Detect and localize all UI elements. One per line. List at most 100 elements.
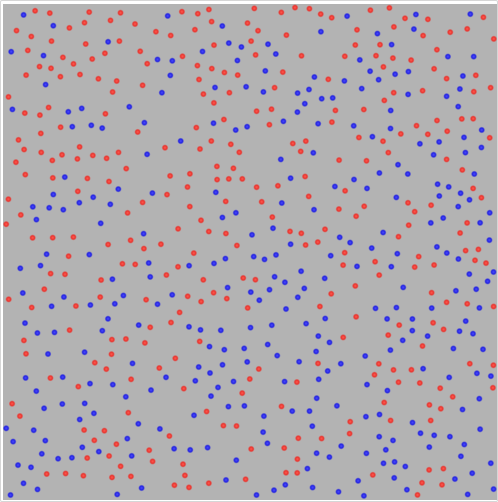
blue-particle (22, 374, 29, 382)
red-particle (21, 109, 29, 117)
blue-particle (40, 52, 47, 59)
red-particle (324, 75, 332, 83)
blue-particle (272, 50, 280, 58)
blue-particle (76, 416, 84, 423)
red-particle (108, 474, 116, 481)
red-particle (341, 52, 349, 60)
blue-particle (321, 274, 329, 282)
red-particle (49, 234, 57, 242)
blue-particle (366, 67, 374, 75)
blue-particle (427, 219, 435, 227)
blue-particle (90, 409, 98, 417)
blue-particle (9, 106, 16, 113)
blue-particle (219, 361, 226, 369)
red-particle (351, 41, 359, 49)
blue-particle (336, 233, 344, 241)
red-particle (297, 229, 305, 237)
red-particle (122, 165, 130, 173)
blue-particle (64, 108, 72, 116)
blue-particle (368, 244, 376, 252)
red-particle (419, 87, 426, 95)
blue-particle (374, 30, 381, 37)
red-particle (225, 175, 233, 183)
blue-particle (487, 372, 495, 380)
red-particle (171, 481, 178, 489)
red-particle (80, 426, 88, 434)
blue-particle (473, 369, 481, 377)
blue-particle (146, 273, 154, 281)
red-particle (103, 154, 110, 162)
blue-particle (264, 40, 272, 48)
blue-particle (428, 304, 436, 312)
red-particle (437, 405, 445, 413)
red-particle (104, 241, 112, 248)
red-particle (475, 246, 482, 253)
blue-particle (484, 277, 491, 285)
red-particle (335, 156, 343, 164)
red-particle (306, 5, 313, 13)
red-particle (371, 371, 378, 379)
blue-particle (240, 345, 248, 352)
red-particle (143, 60, 151, 68)
red-particle (238, 389, 246, 397)
red-particle (466, 360, 474, 368)
red-particle (66, 24, 73, 32)
red-particle (375, 360, 383, 368)
blue-particle (313, 449, 320, 457)
red-particle (8, 400, 16, 408)
red-particle (155, 364, 163, 372)
blue-particle (260, 412, 268, 420)
blue-particle (49, 22, 57, 30)
red-particle (318, 435, 325, 442)
blue-particle (109, 381, 117, 388)
red-particle (72, 302, 80, 310)
blue-particle (123, 435, 131, 442)
blue-particle (294, 108, 301, 116)
blue-particle (302, 320, 310, 327)
blue-particle (455, 255, 462, 263)
blue-particle (462, 317, 470, 325)
red-particle (239, 274, 247, 282)
blue-particle (309, 484, 316, 491)
particle-simulation-canvas[interactable] (3, 4, 497, 500)
blue-particle (230, 378, 237, 385)
blue-particle (195, 363, 203, 371)
red-particle (199, 276, 207, 284)
blue-particle (309, 149, 317, 157)
red-particle (220, 116, 228, 123)
blue-particle (457, 452, 465, 460)
red-particle (490, 35, 497, 43)
blue-particle (470, 170, 478, 178)
red-particle (286, 228, 294, 235)
red-particle (250, 5, 258, 12)
blue-particle (34, 486, 41, 493)
blue-particle (379, 229, 387, 236)
red-particle (297, 148, 305, 155)
red-particle (97, 276, 105, 284)
red-particle (386, 4, 393, 12)
red-particle (180, 385, 188, 392)
blue-particle (387, 125, 394, 132)
blue-particle (138, 484, 146, 492)
blue-particle (326, 453, 333, 461)
red-particle (360, 106, 368, 113)
blue-particle (416, 140, 424, 148)
red-particle (57, 73, 64, 81)
red-particle (45, 104, 52, 111)
red-particle (390, 23, 398, 31)
red-particle (91, 359, 99, 367)
red-particle (161, 144, 169, 152)
blue-particle (417, 429, 424, 437)
blue-particle (363, 381, 371, 388)
red-particle (328, 118, 336, 126)
blue-particle (462, 149, 469, 157)
red-particle (208, 18, 216, 25)
red-particle (190, 249, 198, 257)
red-particle (253, 107, 260, 115)
blue-particle (59, 206, 67, 214)
red-particle (36, 111, 44, 119)
blue-particle (238, 43, 245, 51)
blue-particle (475, 395, 483, 403)
red-particle (418, 479, 426, 487)
